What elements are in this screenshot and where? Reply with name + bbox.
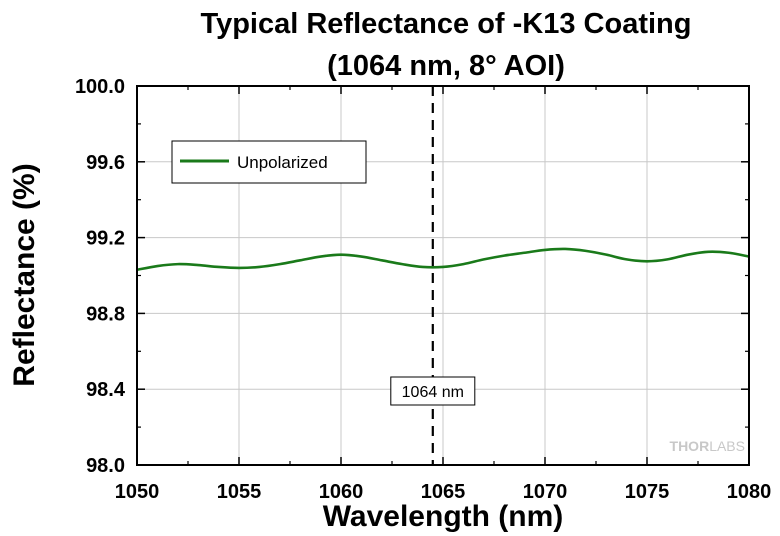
- chart-title: Typical Reflectance of -K13 Coating: [201, 8, 692, 40]
- reference-label-box: [390, 376, 476, 406]
- watermark-logo: THORLABS: [670, 438, 745, 454]
- series-line-unpolarized: [136, 247, 750, 272]
- x-tick-label: 1065: [421, 481, 466, 503]
- x-tick-label: 1070: [523, 481, 568, 503]
- x-tick-labels: 1050 1055 1060 1065 1070 1075 1080: [115, 481, 772, 503]
- y-tick-labels: 98.0 98.4 98.8 99.2 99.6 100.0: [75, 76, 126, 477]
- annotation-layer: 1064 nm: [390, 86, 476, 465]
- legend: Unpolarized: [171, 140, 367, 184]
- x-tick-label: 1060: [319, 481, 364, 503]
- x-tick-label: 1050: [115, 481, 160, 503]
- y-tick-label: 98.4: [86, 379, 126, 401]
- legend-label-unpolarized: Unpolarized: [237, 153, 328, 172]
- y-tick-label: 98.0: [86, 455, 125, 477]
- x-axis-label: Wavelength (nm): [323, 500, 564, 533]
- x-tick-label: 1055: [217, 481, 262, 503]
- thorlabs-logo: THORLABS: [670, 438, 745, 454]
- x-tick-label: 1075: [625, 481, 670, 503]
- y-tick-label: 100.0: [75, 76, 125, 98]
- x-tick-label: 1080: [727, 481, 772, 503]
- chart-subtitle: (1064 nm, 8° AOI): [327, 50, 565, 82]
- y-tick-label: 99.2: [86, 228, 125, 250]
- axis-ticks: [136, 85, 750, 466]
- reference-label: 1064 nm: [402, 384, 464, 401]
- y-axis-label: Reflectance (%): [8, 163, 41, 386]
- y-tick-label: 99.6: [86, 152, 125, 174]
- series-layer: [136, 247, 750, 272]
- y-tick-label: 98.8: [86, 303, 125, 325]
